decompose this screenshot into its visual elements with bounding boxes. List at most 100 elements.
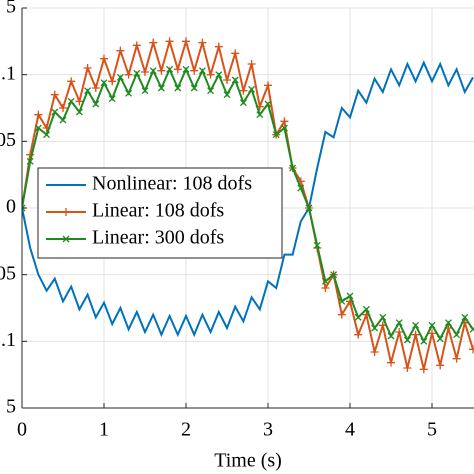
marker: [297, 184, 305, 192]
marker: [141, 68, 149, 76]
marker: [354, 330, 363, 339]
marker: [354, 313, 362, 321]
marker: [461, 313, 469, 321]
marker: [51, 108, 59, 116]
marker: [67, 97, 75, 105]
marker: [280, 117, 289, 126]
marker: [239, 99, 247, 107]
marker: [395, 319, 403, 327]
y-tick-label: .1: [1, 329, 16, 351]
marker: [239, 86, 248, 95]
marker: [91, 84, 100, 92]
series-group: [22, 37, 474, 374]
marker: [50, 90, 59, 99]
marker: [149, 38, 158, 47]
marker: [190, 84, 198, 92]
series-line: [22, 37, 474, 370]
legend: Nonlinear: 108 dofs Linear: 108 dofs Linea…: [37, 167, 283, 259]
marker: [436, 335, 444, 343]
legend-label: Linear: 300 dofs: [92, 227, 224, 249]
marker: [116, 73, 124, 81]
marker: [116, 46, 125, 55]
marker: [231, 76, 239, 84]
marker: [223, 91, 231, 99]
marker: [379, 313, 387, 321]
marker: [34, 110, 43, 119]
marker: [133, 69, 141, 77]
marker: [305, 204, 313, 212]
marker: [198, 38, 207, 47]
marker: [231, 49, 240, 58]
marker: [469, 345, 474, 354]
marker: [83, 64, 92, 72]
marker: [412, 321, 420, 329]
marker: [84, 87, 92, 95]
marker: [43, 131, 51, 139]
marker: [59, 104, 67, 112]
marker: [182, 37, 190, 46]
marker: [469, 325, 474, 333]
marker: [34, 124, 42, 132]
marker: [75, 97, 84, 106]
x-tick-label: 0: [17, 419, 27, 441]
y-tick-label: 05: [0, 262, 16, 284]
marker: [321, 284, 330, 292]
marker: [214, 42, 223, 51]
marker: [75, 108, 83, 116]
y-tick-label: .1: [1, 62, 16, 84]
x-tick-label: 1: [99, 419, 109, 441]
marker: [132, 41, 141, 50]
y-tick-label: 5: [6, 396, 16, 418]
marker: [371, 324, 379, 332]
marker: [100, 79, 108, 87]
x-tick-label: 4: [345, 419, 355, 441]
marker: [149, 67, 157, 75]
marker: [370, 348, 379, 356]
marker: [22, 204, 26, 212]
marker: [420, 337, 428, 345]
x-tick-label: 3: [263, 419, 273, 441]
marker: [337, 310, 346, 319]
marker: [428, 321, 436, 329]
y-tick-label: 5: [6, 0, 16, 18]
marker: [108, 77, 117, 86]
marker: [173, 65, 182, 74]
marker: [248, 85, 256, 93]
marker: [411, 330, 420, 339]
marker: [330, 271, 338, 279]
marker: [264, 100, 272, 108]
marker: [190, 66, 199, 75]
legend-marker: [62, 235, 70, 243]
legend-label: Nonlinear: 108 dofs: [92, 173, 252, 195]
marker: [338, 297, 346, 305]
x-tick-label: 5: [427, 419, 437, 441]
marker: [264, 81, 272, 90]
marker: [124, 70, 133, 79]
y-tick-label: 0: [6, 196, 16, 218]
marker: [59, 116, 67, 124]
legend-marker: [62, 208, 70, 216]
marker: [206, 70, 215, 79]
marker: [141, 87, 149, 95]
marker: [428, 329, 436, 338]
marker: [387, 332, 395, 340]
y-tick-label: 05: [0, 129, 16, 151]
marker: [387, 358, 395, 367]
marker: [321, 277, 329, 285]
marker: [166, 65, 174, 73]
marker: [223, 76, 231, 84]
marker: [403, 336, 411, 344]
marker: [444, 319, 452, 327]
marker: [157, 66, 166, 75]
marker: [207, 87, 215, 95]
marker: [100, 54, 108, 63]
marker: [125, 89, 133, 97]
series-line: [22, 60, 474, 338]
marker: [247, 60, 256, 68]
marker: [108, 95, 116, 103]
legend-label: Linear: 108 dofs: [92, 200, 224, 222]
marker: [92, 100, 100, 108]
x-axis-label: Time (s): [214, 450, 282, 472]
